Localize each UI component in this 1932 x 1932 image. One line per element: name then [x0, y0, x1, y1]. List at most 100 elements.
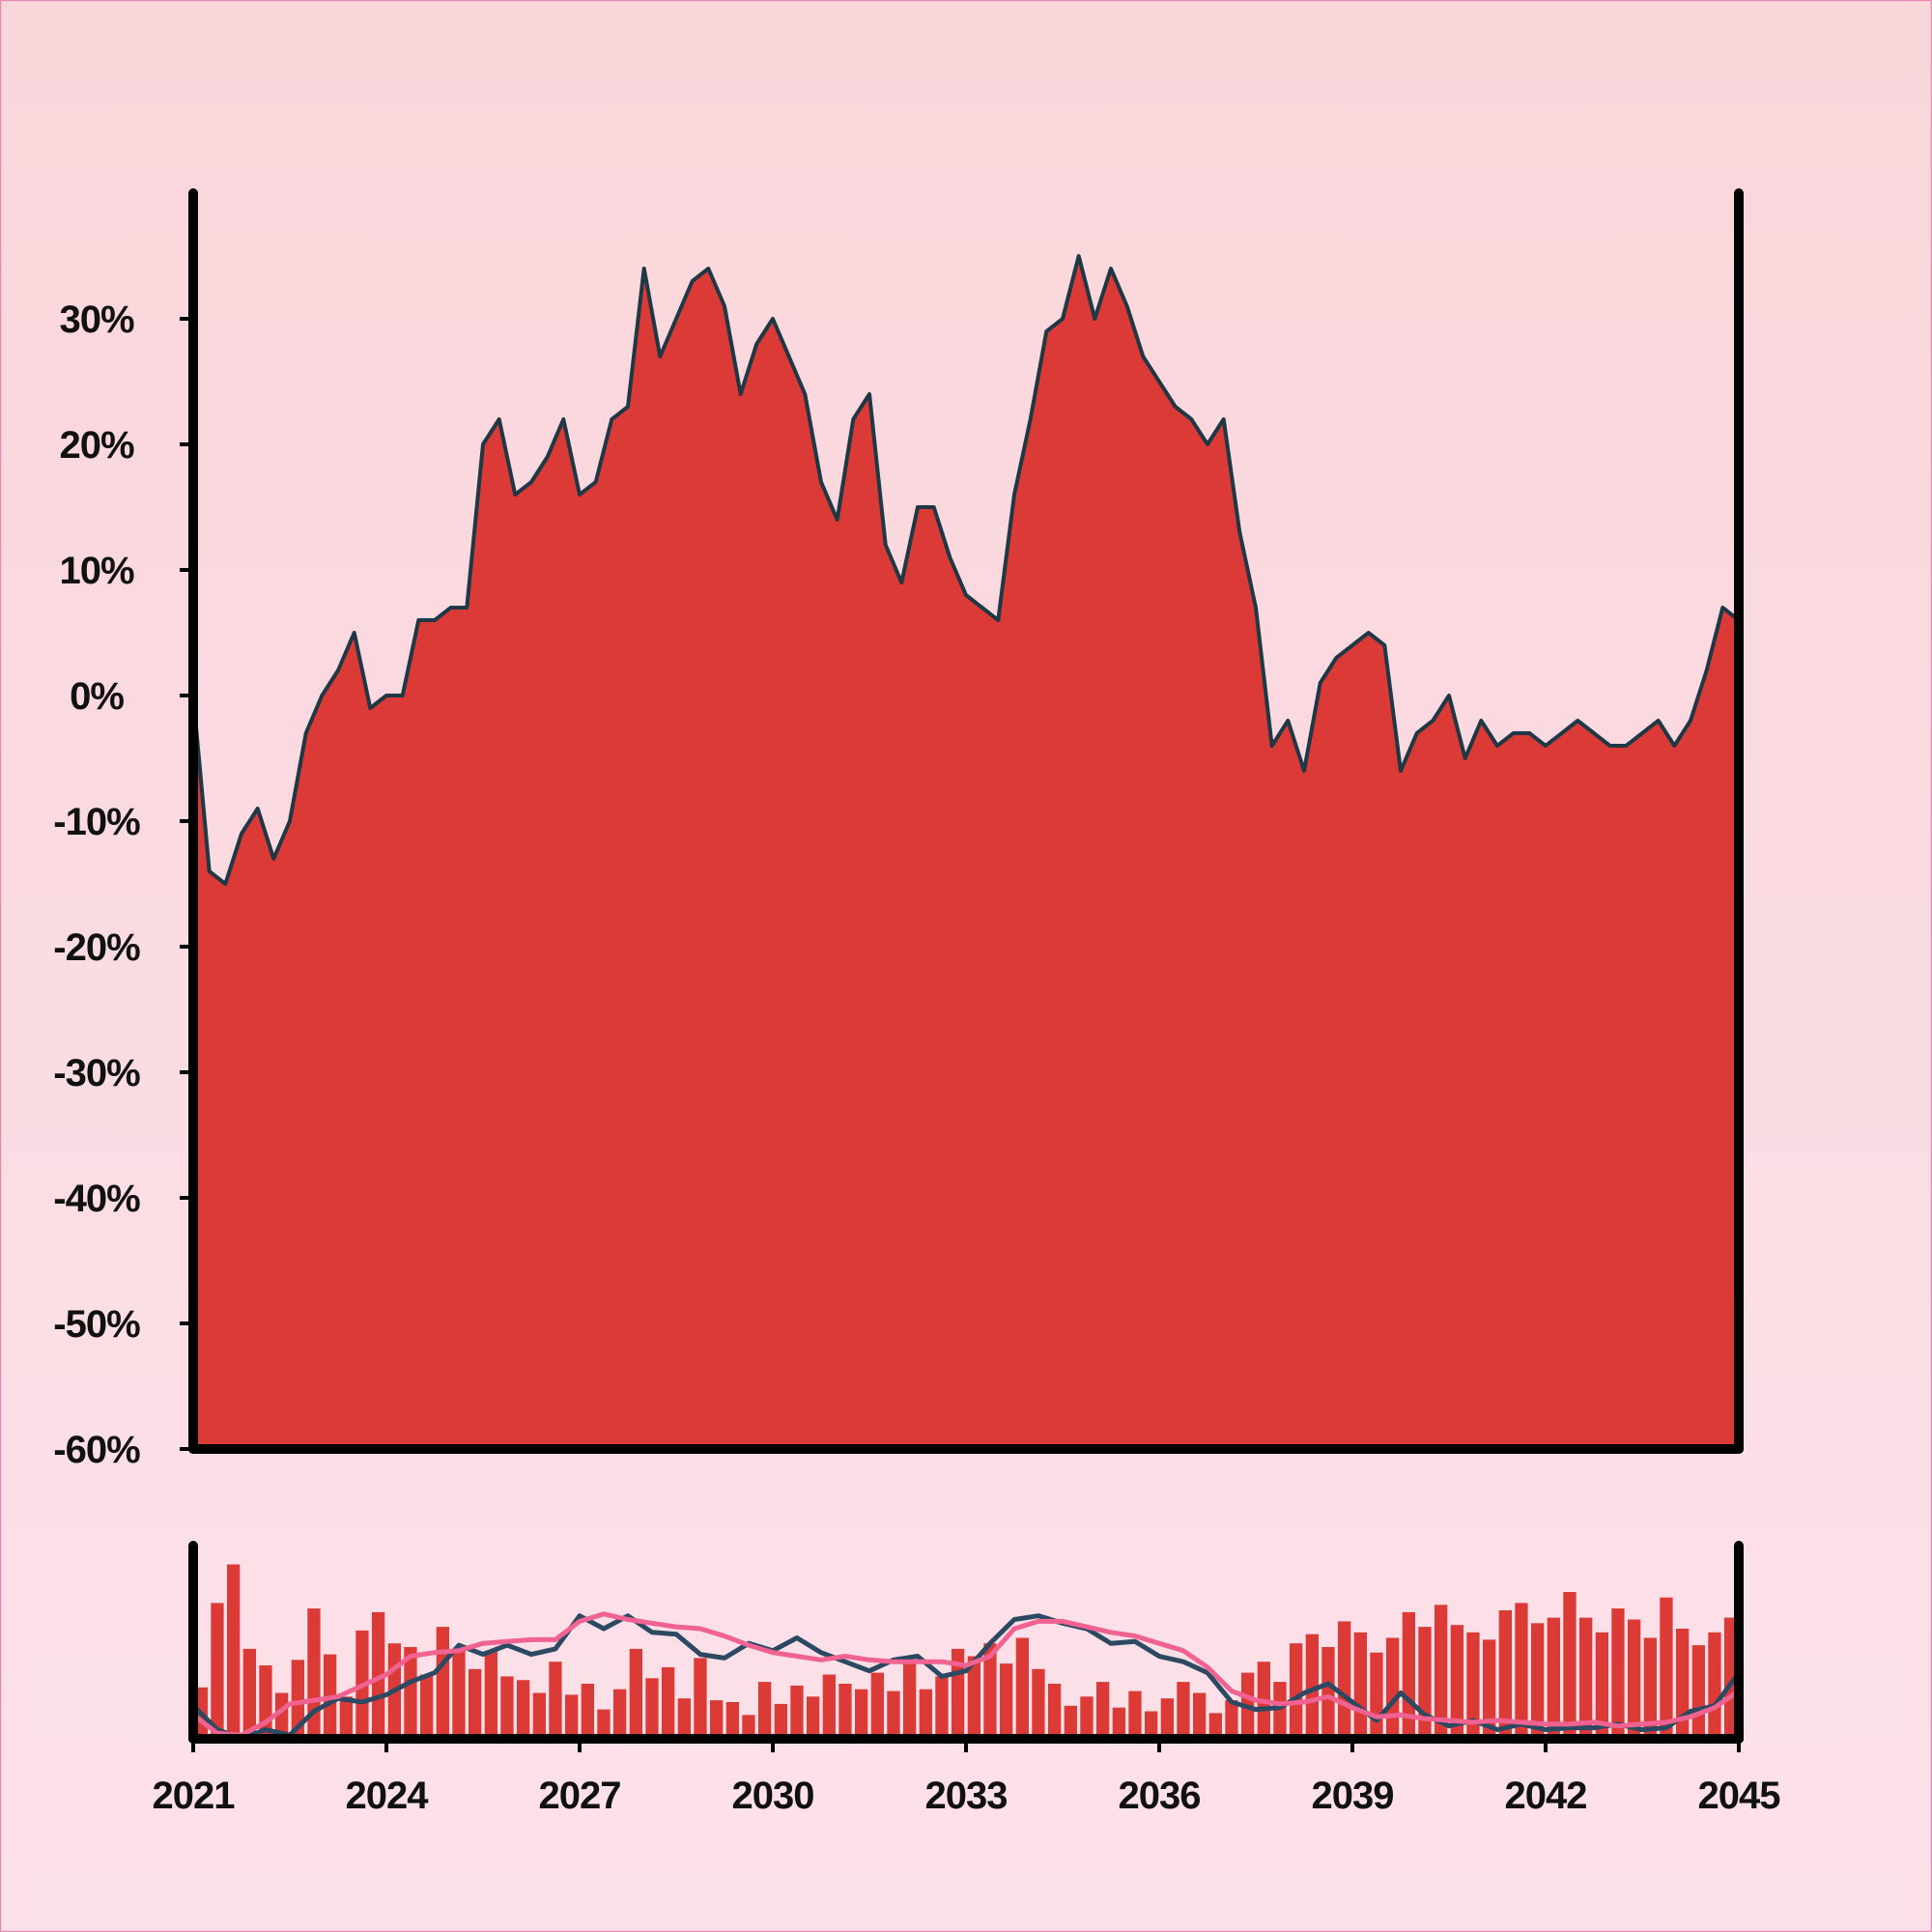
navigator-bar	[1112, 1707, 1125, 1739]
navigator-bar	[1208, 1713, 1222, 1739]
navigator-bar	[211, 1603, 224, 1739]
navigator-bar	[677, 1698, 691, 1739]
x-tick-label: 2045	[1698, 1775, 1781, 1817]
y-tick-label: 20%	[59, 424, 133, 467]
navigator-bar	[275, 1692, 289, 1739]
navigator-bar	[694, 1658, 707, 1739]
navigator-bar	[1273, 1682, 1287, 1739]
navigator-bar	[742, 1715, 755, 1739]
x-tick-label: 2030	[732, 1775, 814, 1817]
navigator-bar	[1611, 1608, 1625, 1739]
navigator-bar	[1338, 1621, 1351, 1739]
navigator-bar	[1660, 1597, 1673, 1739]
navigator-bar	[774, 1703, 787, 1739]
navigator-bar	[725, 1702, 739, 1739]
navigator-bar	[903, 1660, 917, 1739]
x-tick-label: 2039	[1312, 1775, 1394, 1817]
navigator-bar	[822, 1674, 836, 1739]
x-tick-label: 2021	[153, 1775, 236, 1817]
navigator-bar	[1048, 1684, 1062, 1739]
navigator-bar	[372, 1611, 385, 1739]
y-tick-label: -30%	[53, 1052, 140, 1094]
x-axis-ticks: 2021 2024 2027 2030 2033 2036 2039 2042 2045	[153, 1739, 1781, 1817]
navigator-bar	[307, 1608, 321, 1739]
navigator-bar	[613, 1689, 627, 1739]
navigator-bar	[1080, 1696, 1094, 1739]
navigator-bar	[983, 1643, 997, 1739]
y-tick-label: -10%	[53, 801, 140, 843]
x-tick-label: 2024	[346, 1775, 430, 1817]
navigator-bar	[1000, 1663, 1013, 1739]
navigator-bar	[1531, 1623, 1545, 1739]
navigator-bar	[1595, 1632, 1608, 1739]
navigator-bar	[1015, 1637, 1029, 1739]
navigator-bar	[1177, 1682, 1190, 1739]
navigator-bar	[1032, 1668, 1045, 1739]
navigator-bar	[1160, 1698, 1174, 1739]
navigator-bar	[484, 1650, 497, 1739]
navigator-bar	[838, 1684, 852, 1739]
navigator-bar	[452, 1648, 466, 1739]
navigator-bar	[242, 1648, 256, 1739]
navigator-line-pink	[190, 1611, 1742, 1738]
navigator-bar	[1290, 1643, 1303, 1739]
navigator-bar	[1691, 1645, 1705, 1739]
navigator-bar	[1193, 1692, 1207, 1739]
navigator-bar	[919, 1689, 932, 1739]
navigator-bar	[1643, 1637, 1657, 1739]
navigator-bar	[1498, 1610, 1512, 1739]
navigator-bar	[870, 1672, 884, 1739]
navigator-bar	[565, 1694, 579, 1739]
navigator-bar	[1450, 1625, 1463, 1739]
navigator-bar	[1708, 1632, 1721, 1739]
navigator-bar	[1563, 1592, 1577, 1739]
navigator-bar	[1676, 1629, 1690, 1739]
navigator-bar	[1096, 1682, 1110, 1739]
navigator-bar	[597, 1709, 611, 1739]
navigator-bar	[1515, 1603, 1528, 1739]
navigator-bar	[532, 1692, 546, 1739]
navigator-bar	[855, 1689, 868, 1739]
y-tick-label: 30%	[59, 298, 133, 341]
navigator-bar	[967, 1656, 980, 1739]
navigator-bar	[420, 1674, 434, 1739]
navigator-bar	[517, 1680, 530, 1739]
navigator-bar	[1225, 1700, 1238, 1739]
navigator-bar	[758, 1682, 772, 1739]
area-fill	[193, 256, 1739, 1449]
y-tick-label: -50%	[53, 1303, 140, 1346]
navigator-bar	[1418, 1627, 1432, 1739]
navigator-bar	[227, 1564, 241, 1739]
navigator-bar	[1370, 1652, 1383, 1739]
navigator-bar	[469, 1668, 482, 1739]
y-axis-ticks: -60% -50% -40% -30% -20% -10% 0% 10% 20% 30%	[53, 298, 193, 1471]
navigator-bar	[1386, 1637, 1400, 1739]
navigator-bar	[710, 1700, 724, 1739]
navigator-bar	[662, 1666, 675, 1739]
main-chart	[188, 188, 1744, 1454]
x-tick-label: 2027	[539, 1775, 621, 1817]
series-line	[191, 254, 1741, 886]
navigator-bar	[1466, 1632, 1480, 1739]
navigator-bar	[807, 1696, 820, 1739]
navigator-bar	[645, 1678, 659, 1739]
navigator-bar	[1128, 1690, 1142, 1739]
navigator-bar	[1628, 1619, 1641, 1739]
x-tick-label: 2042	[1505, 1775, 1587, 1817]
x-tick-label: 2033	[925, 1775, 1008, 1817]
navigator-bar	[790, 1685, 804, 1739]
navigator-bar	[1353, 1632, 1367, 1739]
navigator-bar	[436, 1627, 449, 1739]
y-tick-label: 10%	[59, 550, 133, 592]
navigator-bar	[339, 1696, 353, 1739]
navigator-bar	[1402, 1611, 1415, 1739]
navigator-bar	[1321, 1647, 1335, 1739]
navigator-bar	[1145, 1711, 1158, 1739]
navigator-bar	[549, 1662, 562, 1739]
y-tick-label: -60%	[53, 1429, 140, 1471]
navigator-bar	[1435, 1605, 1448, 1739]
navigator-bar	[581, 1684, 594, 1739]
navigator-bar	[1547, 1617, 1560, 1739]
navigator-bar	[1483, 1639, 1496, 1739]
